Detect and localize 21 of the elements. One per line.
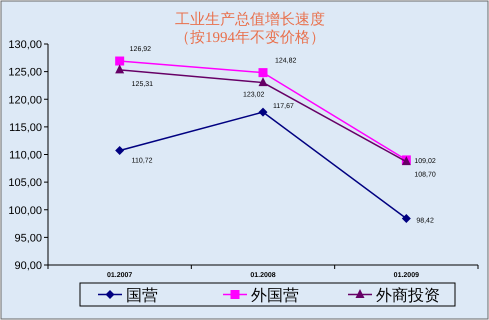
point <box>258 108 268 117</box>
y-tick-label: 95,00 <box>14 232 42 244</box>
chart-title: 工业生产总值增长速度 <box>175 11 325 28</box>
legend-label: 外国营 <box>251 286 299 304</box>
legend-label: 国营 <box>126 286 158 304</box>
y-tick-label: 110,00 <box>9 150 42 162</box>
y-tick-label: 115,00 <box>9 122 42 134</box>
legend-label: 外商投资 <box>376 286 440 304</box>
point <box>258 68 268 78</box>
y-tick-label: 125,00 <box>8 66 42 79</box>
point <box>402 214 411 223</box>
point <box>115 56 124 66</box>
point <box>258 77 268 86</box>
point <box>115 146 124 156</box>
y-tick-label: 100,00 <box>8 204 42 217</box>
y-tick-label: 90,00 <box>14 260 42 272</box>
chart-subtitle: （按1994年不变价格） <box>175 29 325 46</box>
y-tick-label: 105,00 <box>8 177 42 190</box>
y-tick-label: 130,00 <box>8 39 42 51</box>
y-tick-label: 120,00 <box>8 94 42 106</box>
point <box>115 64 124 74</box>
